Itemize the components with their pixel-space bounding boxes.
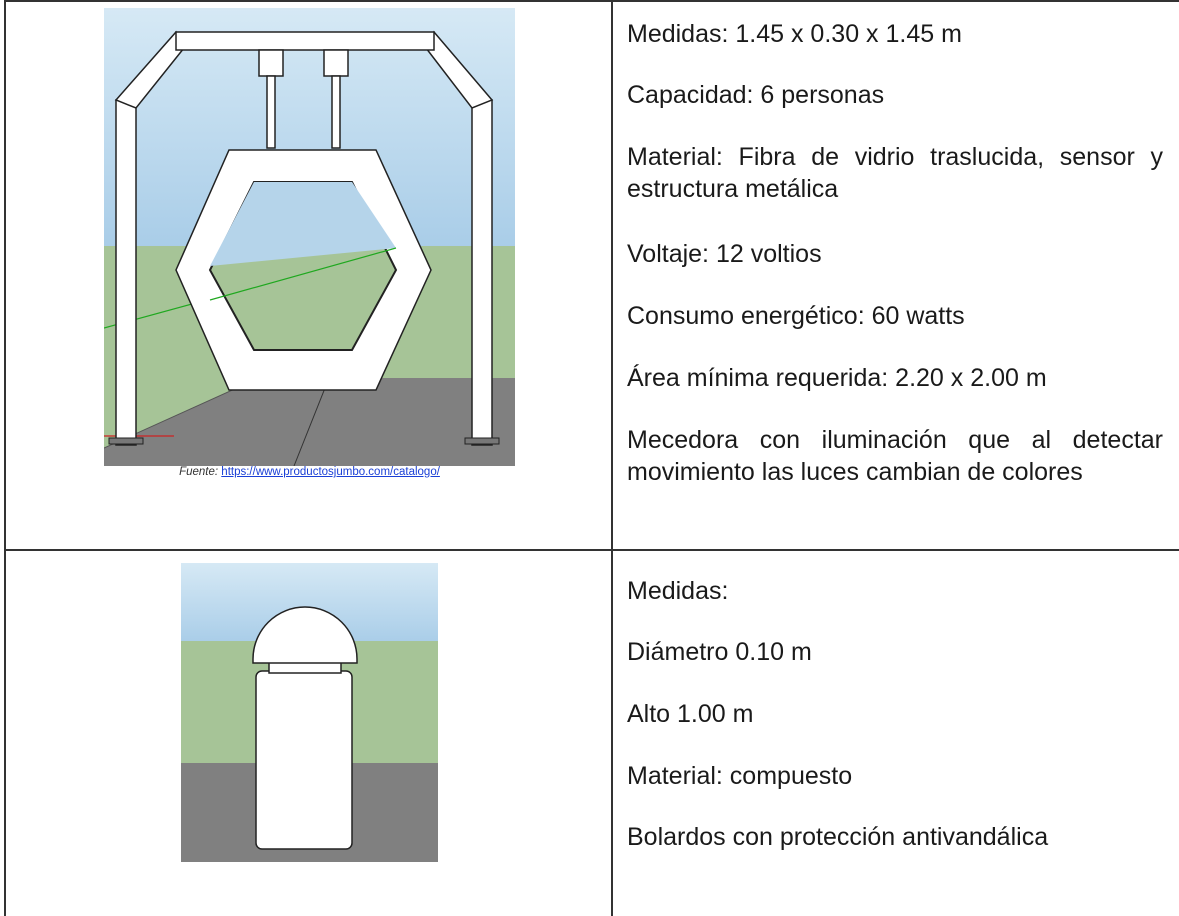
spec-line: Mecedora con iluminación que al detectar… [627, 426, 1163, 486]
spec-line: Material: compuesto [627, 762, 853, 790]
spec-line: Medidas: [627, 577, 729, 605]
caption-label: Fuente: [179, 466, 219, 478]
spec-line: Medidas: 1.45 x 0.30 x 1.45 m [627, 20, 962, 48]
spec-line: Área mínima requerida: 2.20 x 2.00 m [627, 364, 1047, 392]
spec-line: Material: Fibra de vidrio traslucida, se… [627, 143, 1163, 203]
table-border [4, 0, 6, 916]
spec-line: Alto 1.00 m [627, 700, 754, 728]
bollard-image [181, 563, 438, 862]
table-border [4, 549, 1179, 551]
spec-line: Diámetro 0.10 m [627, 638, 812, 666]
image-caption: Fuente: https://www.productosjumbo.com/c… [104, 466, 515, 478]
caption-link[interactable]: https://www.productosjumbo.com/catalogo/ [221, 466, 440, 478]
table-border [4, 0, 1179, 2]
table-border [611, 0, 613, 916]
spec-line: Voltaje: 12 voltios [627, 240, 822, 268]
spec-line: Consumo energético: 60 watts [627, 302, 965, 330]
spec-line: Bolardos con protección antivandálica [627, 823, 1049, 851]
spec-line: Capacidad: 6 personas [627, 81, 885, 109]
swing-image [104, 8, 515, 466]
